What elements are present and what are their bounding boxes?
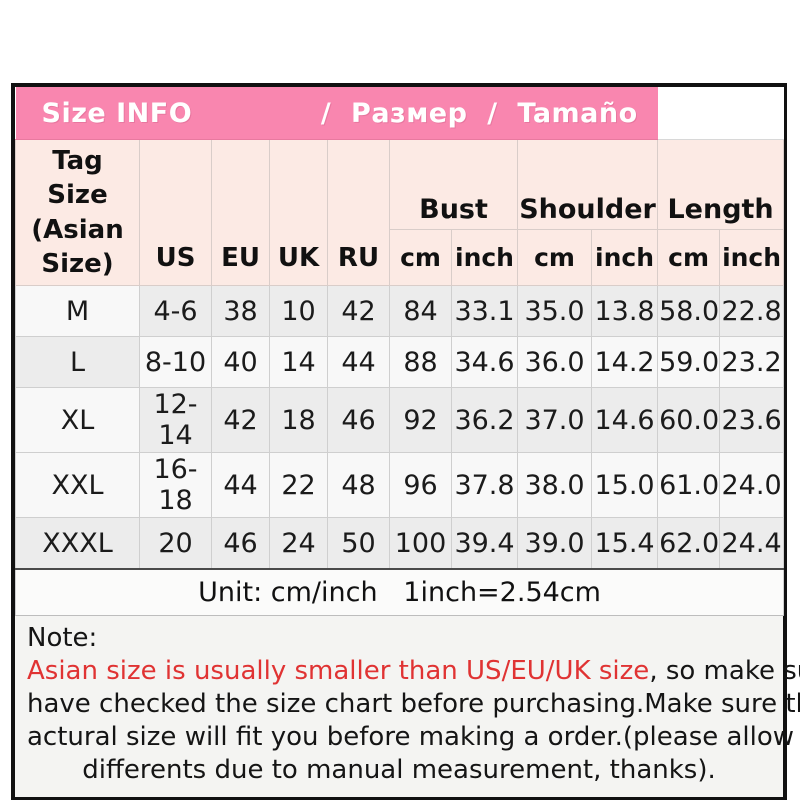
table-row-xxxl: XXXL 20 46 24 50 100 39.4 39.0 15.4 62.0…	[15, 517, 785, 570]
bust-cm-header: cm	[389, 229, 452, 287]
length-header: Length	[657, 138, 785, 231]
us-value: 12-14	[139, 387, 212, 454]
length-inch-value: 23.6	[719, 387, 785, 454]
tag-size-value: XXXL	[15, 517, 140, 570]
us-value: 16-18	[139, 452, 212, 519]
tag-size-header: Tag Size (Asian Size)	[15, 138, 140, 287]
shoulder-inch-value: 15.0	[590, 452, 659, 519]
note-red-text: Asian size is usually smaller than US/EU…	[27, 656, 650, 687]
bust-inch-value: 34.6	[451, 336, 518, 389]
bust-inch-value: 33.1	[451, 285, 518, 338]
us-value: 20	[139, 517, 212, 570]
table-row-m: M 4-6 38 10 42 84 33.1 35.0 13.8 58.0 22…	[15, 285, 785, 338]
table-row-l: L 8-10 40 14 44 88 34.6 36.0 14.2 59.0 2…	[15, 336, 785, 389]
note-label: Note:	[27, 623, 98, 654]
us-header: US	[139, 138, 212, 287]
ru-value: 48	[327, 452, 390, 519]
tag-size-value: XL	[15, 387, 140, 454]
bust-header: Bust	[389, 138, 518, 231]
note-line-1-rest: , so make sure you	[649, 656, 800, 687]
shoulder-inch-value: 15.4	[590, 517, 659, 570]
size-table: Size INFO / Размер / Tamaño Tag Size (As…	[14, 87, 785, 617]
shoulder-cm-value: 38.0	[517, 452, 592, 519]
note-line-4: differents due to manual measurement, th…	[82, 755, 716, 786]
length-inch-value: 22.8	[719, 285, 785, 338]
bust-inch-value: 39.4	[451, 517, 518, 570]
tag-size-value: M	[15, 285, 140, 338]
table-row-xxl: XXL 16-18 44 22 48 96 37.8 38.0 15.0 61.…	[15, 452, 785, 519]
shoulder-inch-value: 13.8	[590, 285, 659, 338]
bust-inch-value: 37.8	[451, 452, 518, 519]
shoulder-inch-header: inch	[590, 229, 659, 287]
uk-value: 14	[269, 336, 328, 389]
shoulder-inch-value: 14.6	[590, 387, 659, 454]
uk-value: 18	[269, 387, 328, 454]
length-cm-value: 59.0	[657, 336, 721, 389]
eu-header: EU	[211, 138, 270, 287]
bust-cm-value: 100	[389, 517, 452, 570]
ru-value: 50	[327, 517, 390, 570]
shoulder-cm-header: cm	[517, 229, 592, 287]
note-line-3: actural size will fit you before making …	[27, 722, 800, 753]
us-value: 8-10	[139, 336, 212, 389]
ru-value: 46	[327, 387, 390, 454]
header-row-groups: Tag Size (Asian Size) US EU UK RU Bust S…	[15, 138, 785, 287]
length-cm-value: 60.0	[657, 387, 721, 454]
uk-header: UK	[269, 138, 328, 287]
banner-row: Size INFO / Размер / Tamaño	[15, 87, 784, 140]
shoulder-inch-value: 14.2	[590, 336, 659, 389]
banner-spacer	[657, 87, 784, 140]
note-line-1: Asian size is usually smaller than US/EU…	[27, 655, 800, 688]
bust-cm-value: 96	[389, 452, 452, 519]
ru-value: 44	[327, 336, 390, 389]
bust-cm-value: 88	[389, 336, 452, 389]
ru-header: RU	[327, 138, 390, 287]
length-cm-value: 62.0	[657, 517, 721, 570]
length-cm-header: cm	[657, 229, 721, 287]
length-cm-value: 61.0	[657, 452, 721, 519]
bust-cm-value: 84	[389, 285, 452, 338]
eu-value: 46	[211, 517, 270, 570]
eu-value: 42	[211, 387, 270, 454]
bust-inch-header: inch	[451, 229, 518, 287]
length-inch-header: inch	[719, 229, 785, 287]
uk-value: 22	[269, 452, 328, 519]
eu-value: 40	[211, 336, 270, 389]
tag-size-value: L	[15, 336, 140, 389]
us-value: 4-6	[139, 285, 212, 338]
shoulder-cm-value: 37.0	[517, 387, 592, 454]
eu-value: 38	[211, 285, 270, 338]
unit-note: Unit: cm/inch 1inch=2.54cm	[14, 568, 785, 617]
shoulder-cm-value: 35.0	[517, 285, 592, 338]
uk-value: 10	[269, 285, 328, 338]
unit-row: Unit: cm/inch 1inch=2.54cm	[14, 568, 785, 617]
tag-size-value: XXL	[15, 452, 140, 519]
length-inch-value: 24.4	[719, 517, 785, 570]
shoulder-cm-value: 36.0	[517, 336, 592, 389]
ru-value: 42	[327, 285, 390, 338]
bust-inch-value: 36.2	[451, 387, 518, 454]
shoulder-cm-value: 39.0	[517, 517, 592, 570]
shoulder-header: Shoulder	[516, 138, 659, 231]
note-section: Note: Asian size is usually smaller than…	[15, 616, 800, 798]
uk-value: 24	[269, 517, 328, 570]
table-row-xl: XL 12-14 42 18 46 92 36.2 37.0 14.6 60.0…	[15, 387, 785, 454]
length-cm-value: 58.0	[657, 285, 721, 338]
eu-value: 44	[211, 452, 270, 519]
bust-cm-value: 92	[389, 387, 452, 454]
length-inch-value: 23.2	[719, 336, 785, 389]
length-inch-value: 24.0	[719, 452, 785, 519]
header-row-units: cm inch cm inch cm inch	[16, 229, 785, 287]
banner-title: Size INFO / Размер / Tamaño	[15, 87, 658, 140]
chart-frame: Size INFO / Размер / Tamaño Tag Size (As…	[11, 83, 800, 800]
note-line-2: have checked the size chart before purch…	[27, 689, 800, 720]
